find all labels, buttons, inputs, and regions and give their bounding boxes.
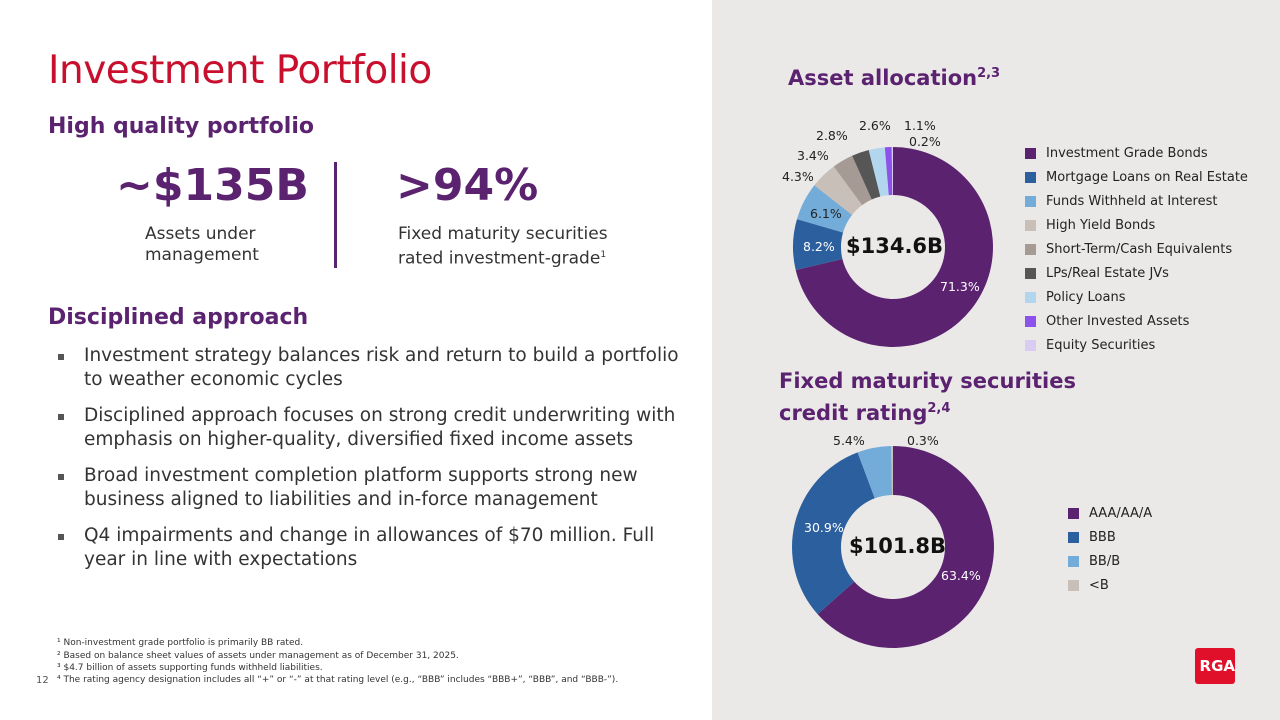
chart1-slice-high-yield-bonds bbox=[814, 166, 863, 215]
chart1-slice-funds-withheld-at-interest bbox=[796, 185, 853, 233]
chart1-slice-other-invested-assets bbox=[884, 147, 893, 196]
legend-label: Policy Loans bbox=[1046, 289, 1126, 305]
chart2-center-label: $101.8B bbox=[849, 534, 947, 558]
bullet-list: Investment strategy balances risk and re… bbox=[56, 344, 696, 584]
chart1-label: 8.2% bbox=[803, 239, 835, 254]
chart1-label: 2.6% bbox=[859, 118, 891, 133]
chart2-label: 63.4% bbox=[941, 568, 981, 583]
legend-item: <B bbox=[1068, 573, 1152, 597]
legend-item: Investment Grade Bonds bbox=[1025, 141, 1248, 165]
legend-item: Funds Withheld at Interest bbox=[1025, 189, 1248, 213]
chart2-title-line1: Fixed maturity securities bbox=[779, 369, 1076, 393]
legend-swatch bbox=[1068, 531, 1079, 543]
legend-item: BB/B bbox=[1068, 549, 1152, 573]
legend-item: Equity Securities bbox=[1025, 333, 1248, 357]
chart1-label: 71.3% bbox=[940, 279, 980, 294]
legend-swatch bbox=[1025, 315, 1036, 327]
chart1-label: 3.4% bbox=[797, 148, 829, 163]
legend-label: AAA/AA/A bbox=[1089, 505, 1153, 521]
legend-swatch bbox=[1025, 147, 1036, 159]
chart1-label: 0.2% bbox=[909, 134, 941, 149]
legend-label: Funds Withheld at Interest bbox=[1046, 193, 1218, 209]
legend-item: LPs/Real Estate JVs bbox=[1025, 261, 1248, 285]
legend-label: Short-Term/Cash Equivalents bbox=[1046, 241, 1233, 257]
page-number: 12 bbox=[36, 675, 49, 686]
chart1-slice-short-term-cash-equivalents bbox=[833, 155, 872, 206]
chart2-label: 5.4% bbox=[833, 433, 865, 448]
legend-item: AAA/AA/A bbox=[1068, 501, 1152, 525]
stat-ig-text: Fixed maturity securities rated investme… bbox=[398, 224, 608, 269]
stat-aum-label: Assets under management bbox=[145, 224, 259, 265]
legend-swatch bbox=[1068, 555, 1079, 567]
legend-swatch bbox=[1025, 243, 1036, 255]
legend-label: High Yield Bonds bbox=[1046, 217, 1156, 233]
legend-label: Mortgage Loans on Real Estate bbox=[1046, 169, 1248, 185]
legend-label: Other Invested Assets bbox=[1046, 313, 1190, 329]
chart2-slice-bb-b bbox=[857, 446, 893, 499]
footnote: ³ $4.7 billion of assets supporting fund… bbox=[57, 663, 323, 673]
bullet-item: Investment strategy balances risk and re… bbox=[56, 344, 696, 392]
legend-swatch bbox=[1025, 171, 1036, 183]
chart2-title: Fixed maturity securities credit rating2,… bbox=[779, 368, 1076, 427]
legend-label: BBB bbox=[1089, 529, 1116, 545]
legend-swatch bbox=[1068, 507, 1079, 519]
chart1-label: 2.8% bbox=[816, 128, 848, 143]
rga-logo: RGA bbox=[1195, 648, 1235, 684]
legend-swatch bbox=[1025, 195, 1036, 207]
footnote: ² Based on balance sheet values of asset… bbox=[57, 651, 459, 661]
legend-swatch bbox=[1068, 579, 1079, 591]
divider bbox=[334, 162, 337, 268]
section-heading-quality: High quality portfolio bbox=[48, 114, 314, 139]
stat-ig-value: >94% bbox=[396, 160, 539, 211]
bullet-item: Q4 impairments and change in allowances … bbox=[56, 524, 696, 572]
footnote-ref: 1 bbox=[600, 250, 607, 260]
chart1-title-text: Asset allocation bbox=[788, 66, 978, 90]
chart2-slice-aaa-aa-a bbox=[817, 446, 994, 648]
legend-swatch bbox=[1025, 291, 1036, 303]
chart2-title-line2: credit rating bbox=[779, 401, 928, 425]
legend-label: <B bbox=[1089, 577, 1109, 593]
legend-item: BBB bbox=[1068, 525, 1152, 549]
chart1-slice-policy-loans bbox=[868, 147, 889, 197]
footnote: ¹ Non-investment grade portfolio is prim… bbox=[57, 638, 304, 648]
legend-item: Other Invested Assets bbox=[1025, 309, 1248, 333]
legend-swatch bbox=[1025, 219, 1036, 231]
legend-label: LPs/Real Estate JVs bbox=[1046, 265, 1169, 281]
chart2-slice--b bbox=[891, 446, 893, 496]
legend-item: Short-Term/Cash Equivalents bbox=[1025, 237, 1248, 261]
chart1-label: 1.1% bbox=[904, 118, 936, 133]
bullet-item: Broad investment completion platform sup… bbox=[56, 464, 696, 512]
stat-ig-label: Fixed maturity securities rated investme… bbox=[398, 224, 638, 270]
legend-item: High Yield Bonds bbox=[1025, 213, 1248, 237]
chart1-title: Asset allocation2,3 bbox=[788, 66, 1000, 90]
chart2-legend: AAA/AA/A BBB BB/B <B bbox=[1068, 501, 1152, 597]
chart1-title-sup: 2,3 bbox=[977, 66, 1001, 81]
chart1-slice-mortgage-loans-on-real-estate bbox=[793, 219, 844, 271]
chart2-slice-bbb bbox=[791, 452, 875, 615]
chart1-legend: Investment Grade Bonds Mortgage Loans on … bbox=[1025, 141, 1248, 357]
chart1-label: 6.1% bbox=[810, 206, 842, 221]
bullet-item: Disciplined approach focuses on strong c… bbox=[56, 404, 696, 452]
chart1-center-label: $134.6B bbox=[846, 234, 944, 258]
legend-item: Mortgage Loans on Real Estate bbox=[1025, 165, 1248, 189]
chart1-slice-lps-real-estate-jvs bbox=[852, 149, 881, 200]
page-title: Investment Portfolio bbox=[48, 48, 432, 93]
chart2-label: 0.3% bbox=[907, 433, 939, 448]
chart2-title-sup: 2,4 bbox=[927, 401, 951, 416]
legend-item: Policy Loans bbox=[1025, 285, 1248, 309]
chart-panel bbox=[712, 0, 1280, 720]
stat-aum-value: ~$135B bbox=[116, 160, 309, 211]
legend-label: Investment Grade Bonds bbox=[1046, 145, 1208, 161]
chart1-slice-equity-securities bbox=[891, 147, 893, 196]
chart1-slice-investment-grade-bonds bbox=[795, 147, 993, 347]
legend-label: BB/B bbox=[1089, 553, 1121, 569]
legend-label: Equity Securities bbox=[1046, 337, 1156, 353]
chart1-label: 4.3% bbox=[782, 169, 814, 184]
section-heading-approach: Disciplined approach bbox=[48, 305, 309, 330]
legend-swatch bbox=[1025, 339, 1036, 351]
legend-swatch bbox=[1025, 267, 1036, 279]
footnote: ⁴ The rating agency designation includes… bbox=[57, 675, 619, 685]
chart2-label: 30.9% bbox=[804, 520, 844, 535]
